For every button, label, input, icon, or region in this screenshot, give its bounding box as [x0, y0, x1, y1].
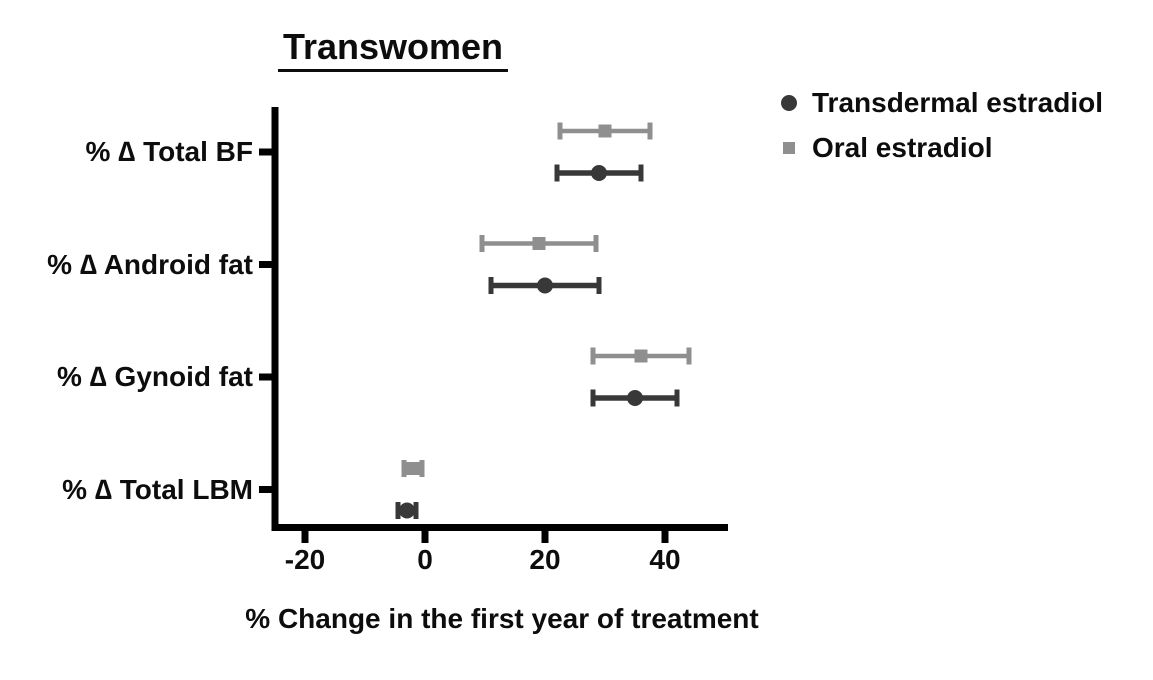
- data-point-circle: [399, 502, 415, 519]
- legend-label-oral: Oral estradiol: [812, 132, 993, 163]
- category-label: % ∆ Android fat: [47, 248, 253, 280]
- data-point-circle: [537, 277, 553, 294]
- x-tick-label: -20: [284, 544, 326, 575]
- square-marker-icon: [783, 142, 795, 154]
- category-label: % ∆ Gynoid fat: [56, 361, 253, 392]
- category-label: % ∆ Total LBM: [62, 473, 253, 505]
- legend-item-oral: Oral estradiol: [781, 132, 1103, 163]
- circle-marker-icon: [781, 95, 797, 111]
- data-point-square: [598, 124, 612, 138]
- data-point-circle: [627, 390, 643, 406]
- data-point-square: [532, 237, 546, 250]
- x-tick-label: 0: [417, 544, 433, 575]
- legend-label-transdermal: Transdermal estradiol: [812, 87, 1104, 118]
- data-point-square: [634, 349, 648, 363]
- data-point-circle: [591, 165, 607, 181]
- legend: Transdermal estradiol Oral estradiol: [781, 87, 1104, 178]
- x-tick-label: 20: [529, 544, 561, 575]
- category-label: % ∆ Total BF: [85, 136, 254, 167]
- chart-title: Transwomen: [277, 26, 509, 72]
- x-tick-label: 40: [649, 544, 681, 575]
- data-point-square: [406, 462, 420, 475]
- legend-item-transdermal: Transdermal estradiol: [781, 87, 1104, 118]
- x-axis-label: % Change in the first year of treatment: [245, 603, 759, 634]
